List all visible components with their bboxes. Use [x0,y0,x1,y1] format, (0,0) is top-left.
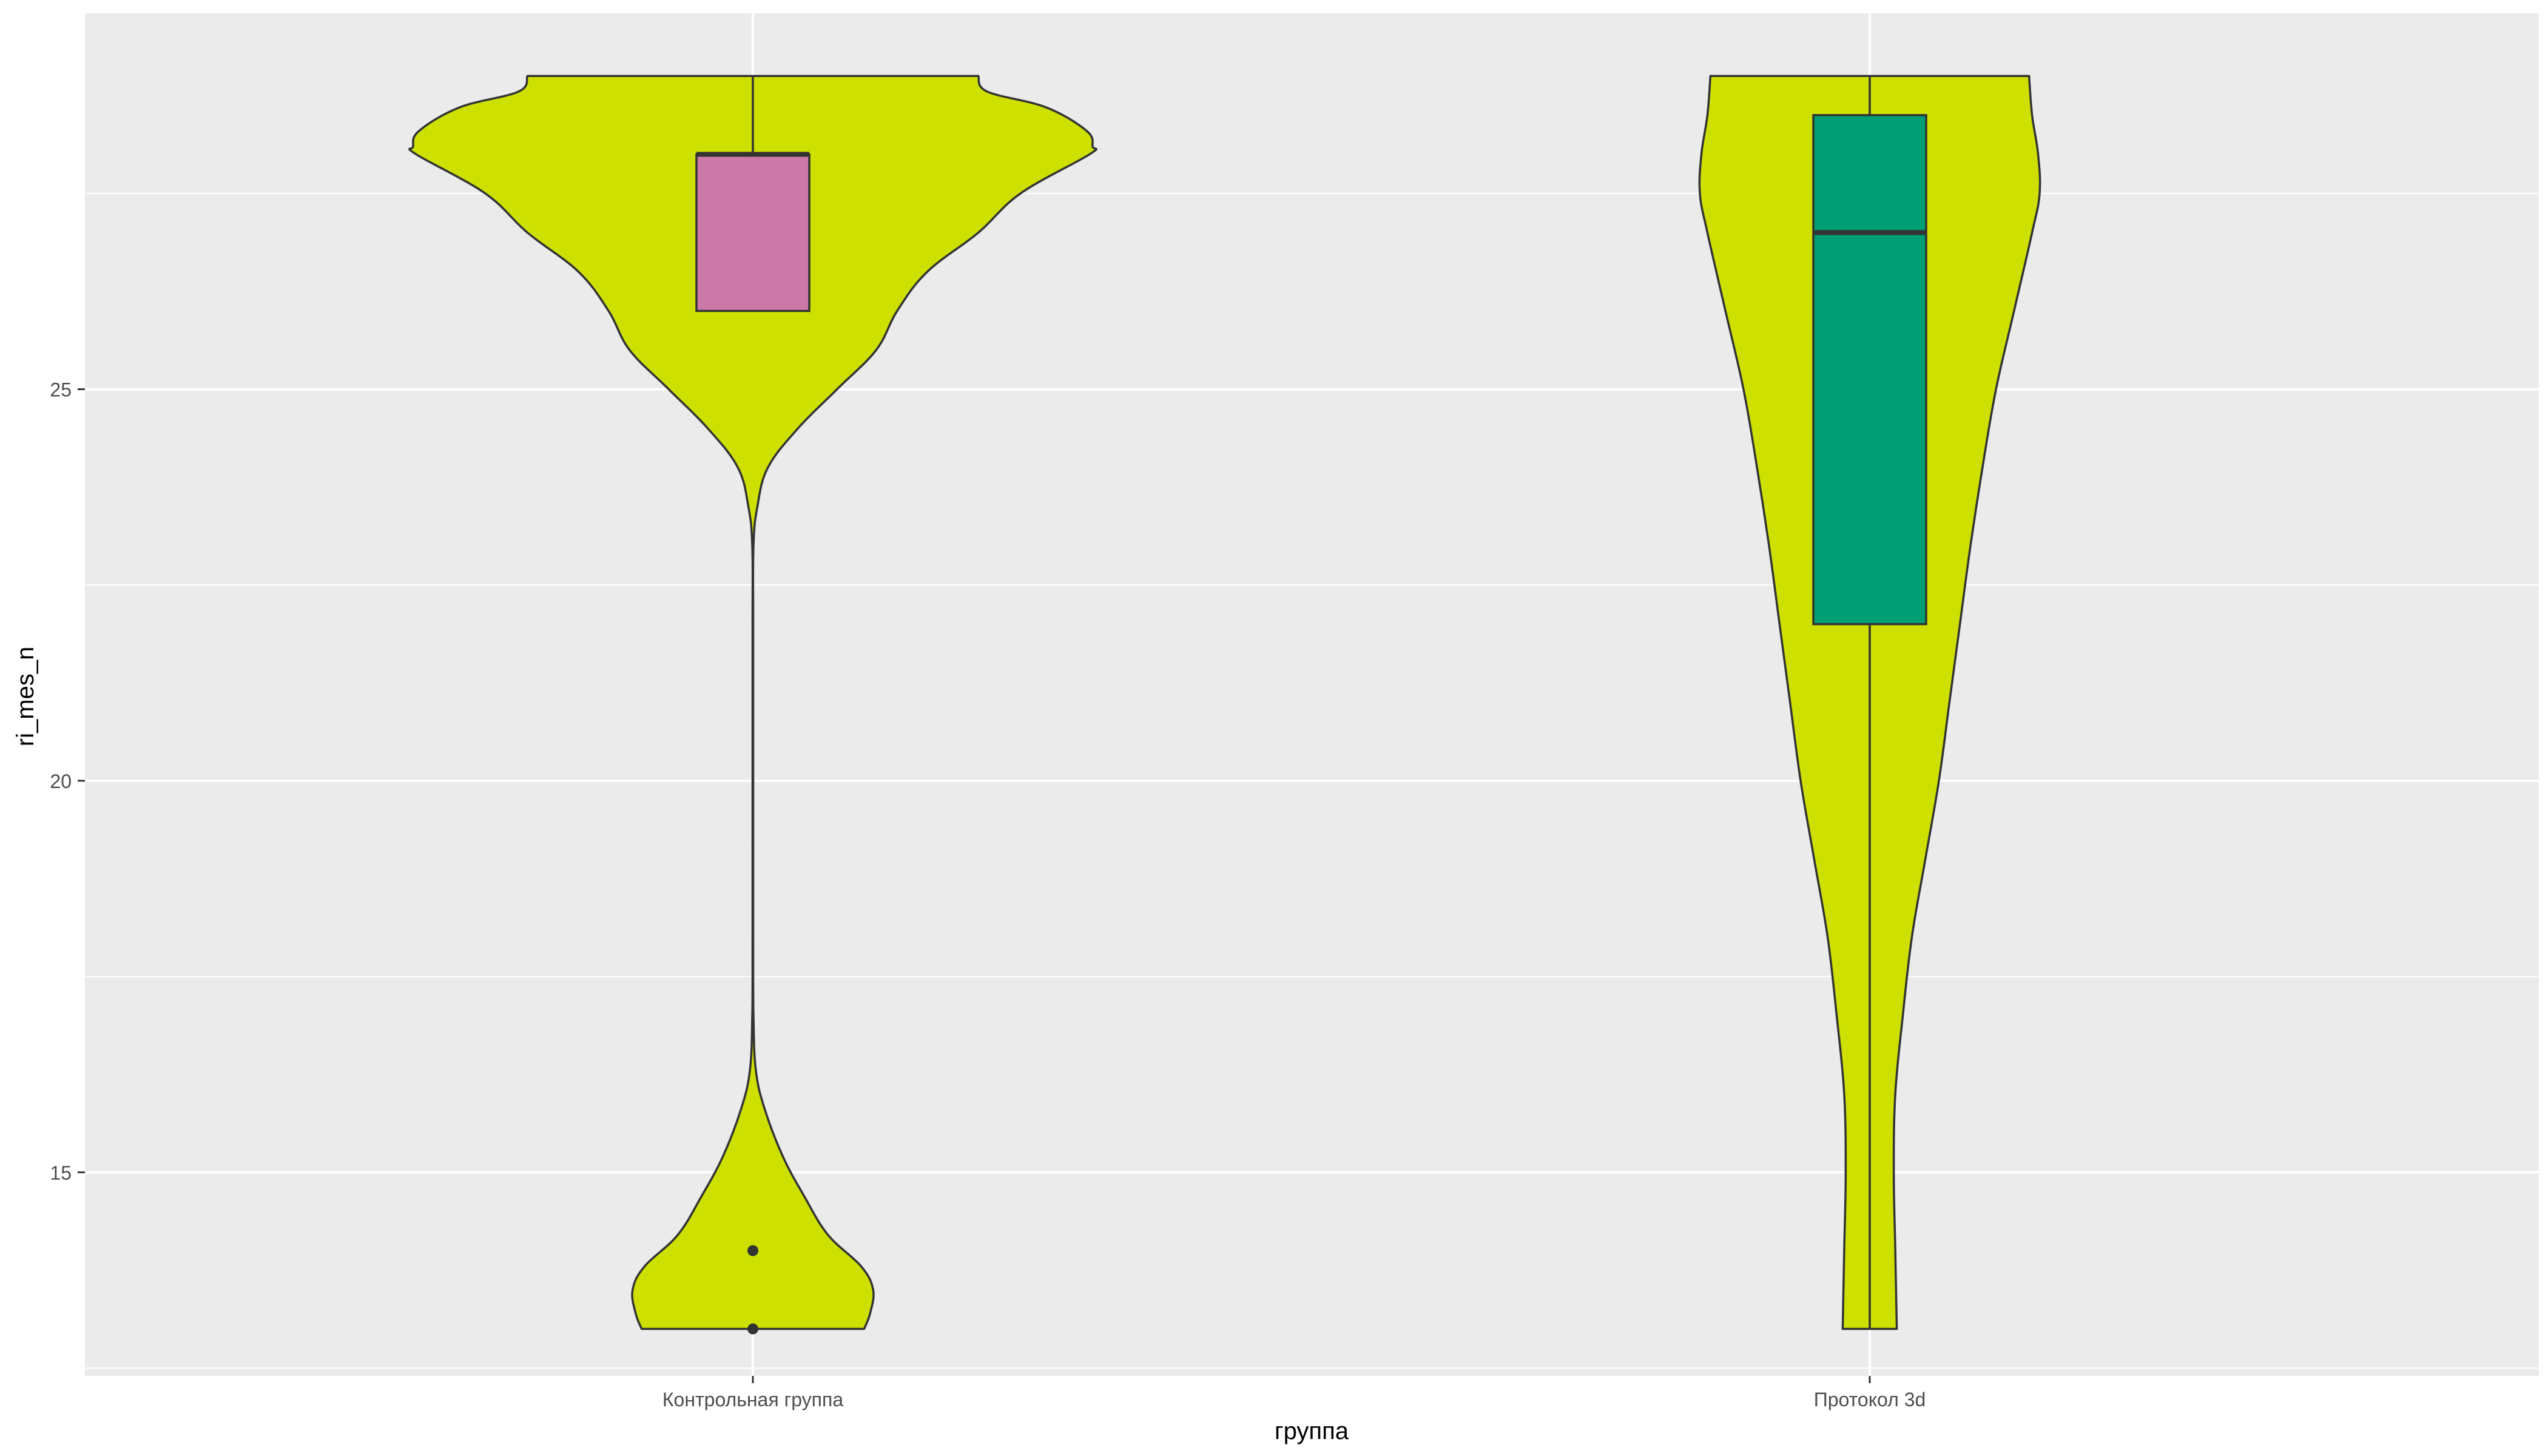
box-1 [695,153,811,312]
axes: 15 20 25 Контрольная группа Протокол 3d [50,379,1926,1410]
outlier-points [747,1245,758,1335]
x-tick-label: Контрольная группа [662,1389,843,1410]
y-tick-label: 25 [50,379,72,401]
y-axis-title: ri_mes_n [12,647,39,747]
boxplots [695,76,1927,1329]
y-tick-label: 15 [50,1162,72,1184]
violin-1 [408,75,1098,1330]
x-tick-label: Протокол 3d [1814,1389,1926,1410]
box-2 [1812,114,1927,625]
plot-panel [85,13,2539,1376]
outlier-point [747,1245,758,1256]
outlier-point [747,1323,758,1335]
x-axis-title: группа [1275,1418,1349,1444]
y-tick-label: 20 [50,770,72,792]
